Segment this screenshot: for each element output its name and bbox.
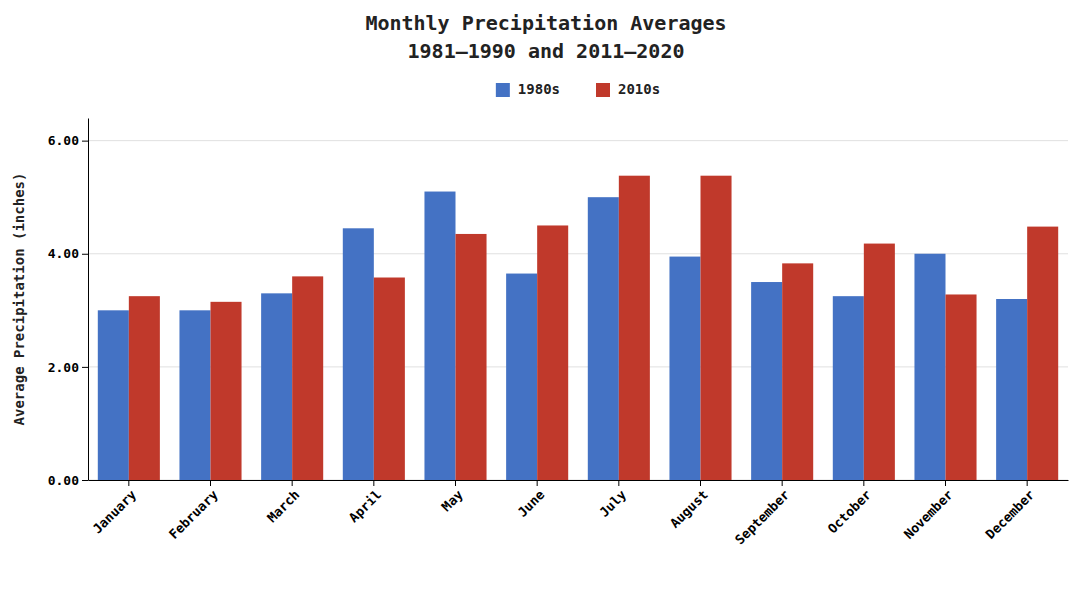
bar: [669, 257, 700, 480]
x-tick-mark: [210, 480, 211, 486]
legend-swatch: [596, 83, 610, 97]
x-tick: December: [983, 480, 1038, 542]
legend: 1980s 2010s: [496, 81, 660, 97]
x-tick-label: January: [90, 487, 139, 536]
bar: [996, 299, 1027, 480]
bar: [864, 244, 895, 480]
x-tick-label: March: [264, 487, 302, 525]
x-tick-label: October: [825, 487, 874, 536]
bar: [588, 197, 619, 480]
y-tick-label: 4.00: [48, 246, 79, 261]
grid-line: [88, 140, 1068, 141]
grid: [88, 141, 1068, 480]
chart-svg: Monthly Precipitation Averages 1981–1990 …: [0, 0, 1092, 592]
x-tick: April: [346, 480, 384, 525]
y-axis-title: Average Precipitation (inches): [11, 173, 27, 426]
bar: [506, 274, 537, 480]
x-tick: August: [667, 480, 711, 531]
bar: [343, 228, 374, 480]
x-tick: January: [90, 480, 139, 536]
bar: [456, 234, 487, 480]
bar-series: [98, 192, 1027, 480]
title: Monthly Precipitation Averages: [365, 11, 726, 35]
x-tick-label: June: [515, 487, 548, 520]
x-tick: February: [166, 480, 221, 542]
y-axis-line: [88, 119, 89, 481]
x-tick: May: [439, 480, 466, 514]
y-tick-mark: [82, 480, 88, 481]
bar: [129, 296, 160, 480]
bar: [833, 296, 864, 480]
bar: [537, 225, 568, 480]
x-tick-mark: [945, 480, 946, 486]
x-tick-label: August: [667, 487, 711, 531]
x-tick-mark: [455, 480, 456, 486]
x-tick-label: July: [596, 487, 629, 520]
y-tick: 0.00: [48, 473, 88, 488]
subtitle: 1981–1990 and 2011–2020: [408, 39, 685, 63]
x-tick-label: February: [166, 487, 221, 542]
x-tick: March: [264, 480, 302, 525]
plot-area: 0.00 2.00 4.00 6.00 January February March Apri…: [11, 119, 1069, 548]
bar: [98, 310, 129, 480]
x-tick: October: [825, 480, 874, 536]
bar: [424, 192, 455, 480]
y-tick-mark: [82, 367, 88, 368]
bar: [619, 176, 650, 480]
y-tick-label: 2.00: [48, 360, 79, 375]
y-tick-mark: [82, 254, 88, 255]
legend-item: 1980s: [496, 81, 560, 97]
x-tick-label: September: [732, 487, 793, 548]
x-tick-mark: [292, 480, 293, 486]
x-axis: January February March April May June July Augu…: [89, 480, 1069, 547]
x-tick-mark: [537, 480, 538, 486]
x-tick-label: May: [439, 487, 466, 514]
y-tick: 2.00: [48, 360, 88, 375]
legend-swatch: [496, 83, 510, 97]
bar-series: [129, 176, 1058, 480]
legend-label: 1980s: [518, 81, 560, 97]
x-tick-mark: [700, 480, 701, 486]
bar: [1027, 227, 1058, 480]
legend-label: 2010s: [618, 81, 660, 97]
bar: [946, 294, 977, 480]
chart-container: Monthly Precipitation Averages 1981–1990 …: [0, 0, 1092, 592]
x-tick: June: [515, 480, 548, 520]
legend-item: 2010s: [596, 81, 660, 97]
bar: [211, 302, 242, 480]
x-tick-label: April: [346, 487, 384, 525]
bar: [261, 293, 292, 480]
x-tick: September: [732, 480, 793, 547]
y-tick-label: 6.00: [48, 133, 79, 148]
x-tick: November: [901, 480, 956, 542]
bars: [98, 176, 1058, 480]
x-axis-line: [89, 480, 1069, 481]
bar: [701, 176, 732, 480]
bar: [751, 282, 782, 480]
bar: [179, 310, 210, 480]
bar: [292, 276, 323, 480]
x-tick-mark: [1027, 480, 1028, 486]
y-tick-label: 0.00: [48, 473, 79, 488]
x-tick-mark: [373, 480, 374, 486]
x-tick-label: November: [901, 487, 956, 542]
x-tick-mark: [128, 480, 129, 486]
bar: [914, 254, 945, 480]
bar: [374, 278, 405, 480]
bar: [782, 263, 813, 480]
x-tick: July: [596, 480, 629, 520]
y-axis: 0.00 2.00 4.00 6.00: [48, 119, 89, 488]
x-tick-label: December: [983, 487, 1038, 542]
y-tick: 6.00: [48, 133, 88, 148]
x-tick-mark: [782, 480, 783, 486]
x-tick-mark: [618, 480, 619, 486]
y-tick: 4.00: [48, 246, 88, 261]
y-tick-mark: [82, 141, 88, 142]
x-tick-mark: [863, 480, 864, 486]
